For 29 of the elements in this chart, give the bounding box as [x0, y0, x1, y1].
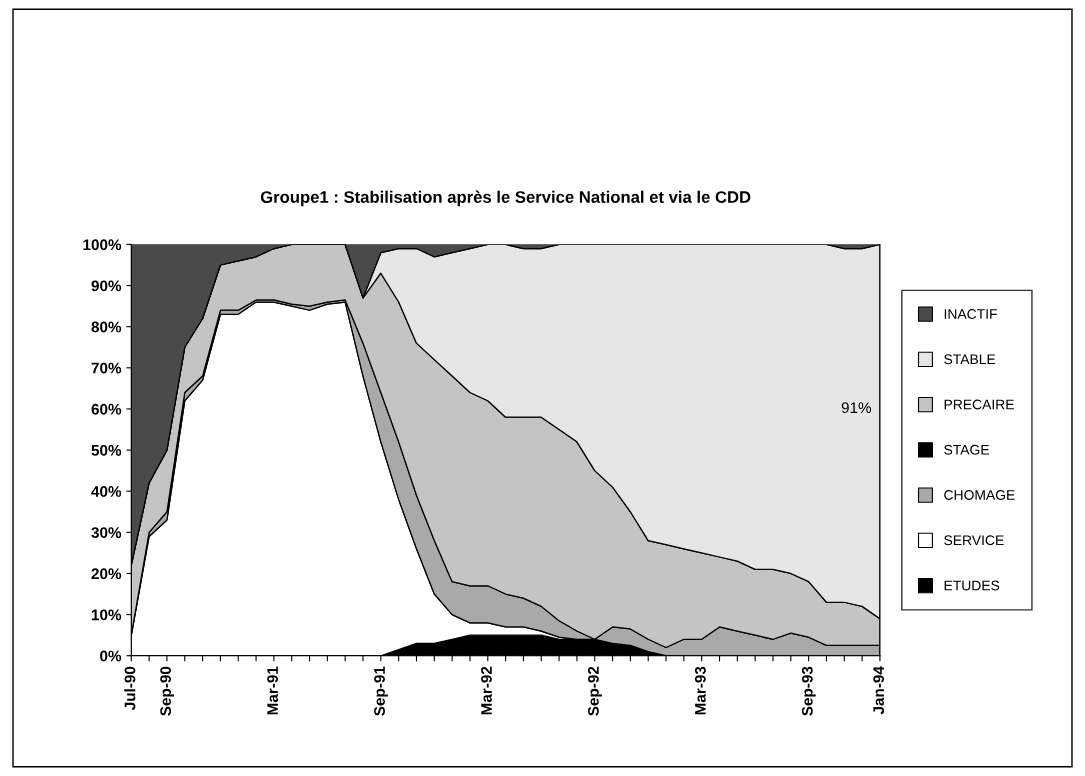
y-tick-label: 20% [91, 568, 122, 580]
legend-label: PRECAIRE [944, 399, 1014, 410]
legend-label: INACTIF [944, 309, 997, 319]
x-tick-label: Sep-91 [374, 666, 388, 716]
y-tick-label: 100% [83, 239, 122, 251]
y-tick-label: 60% [91, 403, 122, 415]
y-tick-label: 80% [91, 321, 122, 333]
legend-label: CHOMAGE [944, 490, 1015, 500]
y-tick-label: 10% [91, 609, 122, 621]
legend-label: SERVICE [944, 535, 1004, 546]
y-tick-label: 70% [91, 362, 122, 374]
legend-label: ETUDES [944, 580, 1000, 591]
y-tick-label: 0% [100, 650, 122, 662]
x-tick-label: Sep-92 [588, 666, 602, 716]
chart-title: Groupe1 : Stabilisation après le Service National et via le CDD [260, 190, 751, 207]
y-tick-label: 50% [91, 444, 122, 456]
x-tick-label: Mar-91 [267, 666, 278, 715]
y-tick-label: 40% [91, 486, 122, 497]
y-tick-label: 30% [91, 527, 122, 539]
x-tick-label: Jul-90 [124, 666, 136, 711]
legend-label: STAGE [944, 444, 989, 455]
x-tick-label: Mar-92 [481, 666, 492, 715]
annotation: 91% [841, 402, 872, 414]
x-tick-label: Mar-93 [694, 666, 706, 715]
x-tick-label: Sep-90 [160, 666, 175, 716]
x-tick-label: Sep-93 [801, 666, 816, 716]
x-tick-label: Jan-94 [873, 666, 885, 715]
legend-label: STABLE [944, 354, 996, 365]
y-tick-label: 90% [91, 280, 122, 292]
